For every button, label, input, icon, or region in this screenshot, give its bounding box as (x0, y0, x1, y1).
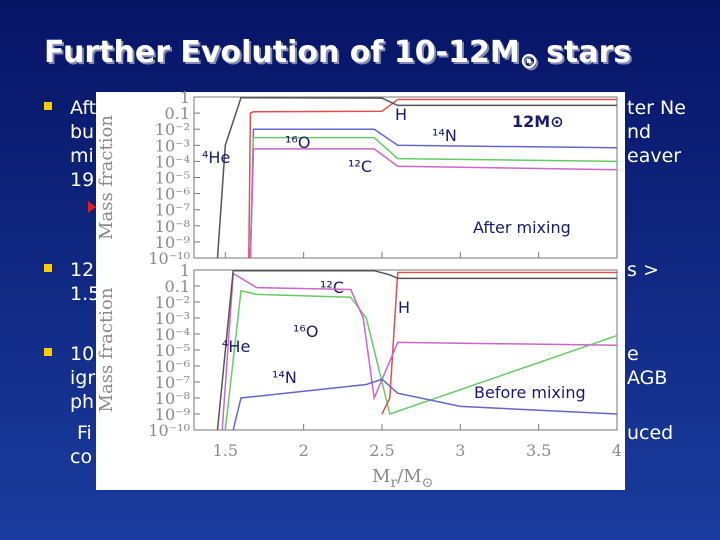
x-tick-label: 2 (299, 441, 309, 460)
series-line (232, 378, 618, 431)
y-tick-label: 10⁻⁶ (155, 357, 190, 376)
annotation: After mixing (473, 218, 571, 237)
y-tick-label: 10⁻² (155, 293, 190, 312)
x-axis-label-part: ⊙ (422, 475, 434, 491)
y-tick-label: 10⁻⁷ (155, 373, 190, 392)
y-tick-label: 10⁻⁸ (155, 389, 190, 408)
x-axis-label-part: r (390, 475, 397, 491)
annotation: Before mixing (474, 383, 586, 402)
y-axis-label: Mass fraction (96, 287, 117, 412)
series-line (216, 96, 617, 259)
y-tick-label: 10⁻⁴ (155, 152, 190, 171)
bullet-marker (44, 264, 52, 272)
species-label: H (398, 298, 410, 317)
y-tick-label: 10⁻⁴ (155, 325, 190, 344)
y-tick-label: 1 (180, 88, 190, 107)
title-shadow: Further Evolution of 10-12M⊙ stars (46, 37, 633, 76)
y-tick-label: 10⁻² (155, 120, 190, 139)
y-tick-label: 10⁻³ (155, 136, 190, 155)
species-label: ¹⁶O (285, 133, 310, 152)
species-label: ¹⁶O (293, 322, 318, 341)
title-end: stars (546, 35, 631, 70)
y-tick-label: 10⁻⁶ (155, 185, 190, 204)
y-tick-label: 0.1 (165, 104, 190, 123)
title-shadow-end: stars (548, 37, 633, 72)
bullet-text: nd (627, 121, 651, 143)
bullet-text: co (70, 446, 92, 468)
bullet-text: Fi (77, 422, 92, 444)
bullet-text: 1.5 (70, 283, 100, 305)
bullet-text: uced (627, 422, 673, 444)
title-main: Further Evolution of 10-12M (44, 35, 520, 70)
bullet-text: ph (70, 391, 94, 413)
y-tick-label: 1 (180, 261, 190, 280)
x-axis-label-part: /M (397, 466, 422, 487)
species-label: H (395, 105, 407, 124)
species-label: ¹⁴N (432, 126, 457, 145)
species-label: ¹²C (320, 278, 344, 297)
bullet-text: e (627, 343, 639, 365)
bullet-text: igr (70, 367, 95, 389)
x-tick-label: 3 (455, 441, 465, 460)
y-tick-label: 0.1 (165, 277, 190, 296)
bullet-text: s > (627, 259, 659, 281)
species-label: ⁴He (202, 148, 230, 167)
bullet-text: eaver (627, 145, 681, 167)
y-tick-label: 10⁻⁵ (155, 169, 190, 188)
series-line (224, 289, 618, 431)
y-tick-label: 10⁻⁹ (155, 405, 191, 424)
title-symbol: ⊙ (520, 49, 538, 74)
y-tick-label: 10⁻¹⁰ (148, 421, 190, 440)
title: Further Evolution of 10-12M⊙ stars (44, 35, 631, 74)
bullet-text: Aft (70, 97, 96, 119)
series-line (249, 148, 618, 259)
x-tick-label: 2.5 (369, 441, 394, 460)
species-label: ¹²C (348, 157, 372, 176)
sub-bullet-marker (88, 201, 96, 213)
annotation: 12M⊙ (512, 112, 564, 131)
species-label: ⁴He (222, 337, 250, 356)
bullet-text: 10 (70, 343, 94, 365)
series-line (248, 98, 617, 259)
chart-image (96, 92, 625, 490)
bullet-marker (44, 102, 52, 110)
x-axis-label: Mr/M⊙ (372, 466, 433, 491)
y-tick-label: 10⁻³ (155, 309, 190, 328)
y-tick-label: 10⁻⁷ (155, 201, 190, 220)
series-line (381, 271, 617, 415)
x-tick-label: 1.5 (213, 441, 238, 460)
bullet-text: bu (70, 121, 94, 143)
series-line (221, 272, 618, 431)
series-line (216, 269, 617, 431)
y-tick-label: 10⁻⁸ (155, 217, 190, 236)
bullet-text: AGB (627, 367, 667, 389)
y-tick-label: 10⁻¹⁰ (148, 249, 190, 268)
bullet-marker (44, 348, 52, 356)
x-axis-label-part: M (372, 466, 390, 487)
bullet-text: 19 (70, 169, 94, 191)
y-tick-label: 10⁻⁵ (155, 341, 190, 360)
bullet-text: ter Ne (627, 97, 686, 119)
species-label: ¹⁴N (272, 368, 297, 387)
title-shadow-symbol: ⊙ (522, 51, 540, 76)
x-tick-label: 4 (612, 441, 622, 460)
bullet-text: mi (70, 145, 94, 167)
y-tick-label: 10⁻⁹ (155, 233, 191, 252)
title-shadow-main: Further Evolution of 10-12M (46, 37, 522, 72)
bullet-text: 12 (70, 259, 94, 281)
y-axis-label: Mass fraction (96, 115, 117, 240)
x-tick-label: 3.5 (526, 441, 551, 460)
